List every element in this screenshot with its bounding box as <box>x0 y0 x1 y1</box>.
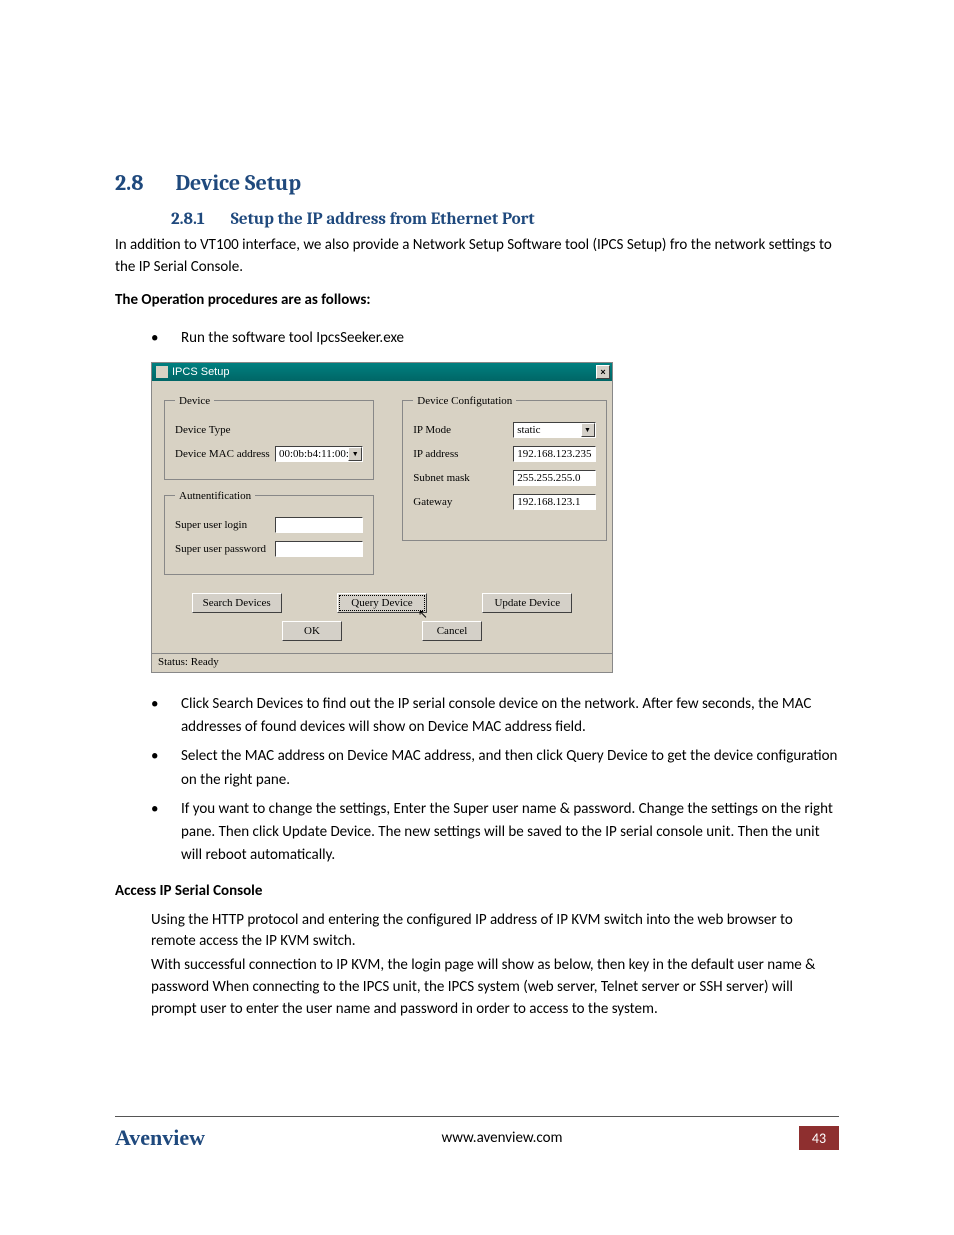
mac-address-combo[interactable]: 00:0b:b4:11:00:a1 ▼ <box>275 446 363 462</box>
super-pass-label: Super user password <box>175 543 275 555</box>
access-para-2: With successful connection to IP KVM, th… <box>151 955 839 1020</box>
chevron-down-icon[interactable]: ▼ <box>348 447 362 461</box>
update-device-button[interactable]: Update Device <box>482 593 572 613</box>
subnet-label: Subnet mask <box>413 472 513 484</box>
bullet-list-post: Click Search Devices to find out the IP … <box>151 693 839 868</box>
super-pass-input[interactable] <box>275 541 363 557</box>
ip-mode-combo[interactable]: static ▼ <box>513 422 595 438</box>
mac-value: 00:0b:b4:11:00:a1 <box>279 448 359 460</box>
cancel-button[interactable]: Cancel <box>422 621 482 641</box>
list-item: Select the MAC address on Device MAC add… <box>151 745 839 792</box>
super-login-label: Super user login <box>175 519 275 531</box>
heading-2-text: Device Setup <box>175 170 301 196</box>
status-bar: Status: Ready <box>152 653 612 672</box>
app-icon <box>156 366 168 378</box>
list-item: Run the software tool IpcsSeeker.exe <box>151 327 839 350</box>
page-number: 43 <box>799 1126 839 1150</box>
access-heading: Access IP Serial Console <box>115 882 839 900</box>
heading-3-number: 2.8.1 <box>171 210 205 229</box>
ip-mode-value: static <box>517 424 540 436</box>
super-login-input[interactable] <box>275 517 363 533</box>
chevron-down-icon[interactable]: ▼ <box>581 423 595 437</box>
ip-addr-input[interactable]: 192.168.123.235 <box>513 446 595 462</box>
auth-legend: Autnentification <box>175 490 255 502</box>
brand-logo: Avenview <box>115 1125 205 1151</box>
search-devices-button[interactable]: Search Devices <box>192 593 282 613</box>
heading-2-8-1: 2.8.1 Setup the IP address from Ethernet … <box>171 210 839 229</box>
heading-2-number: 2.8 <box>115 170 143 196</box>
device-type-label: Device Type <box>175 424 275 436</box>
footer-url: www.avenview.com <box>205 1129 799 1147</box>
titlebar: IPCS Setup × <box>152 363 612 381</box>
heading-3-text: Setup the IP address from Ethernet Port <box>231 210 535 229</box>
intro-paragraph: In addition to VT100 interface, we also … <box>115 235 839 279</box>
page-footer: Avenview www.avenview.com 43 <box>0 1116 954 1151</box>
access-para-1: Using the HTTP protocol and entering the… <box>151 910 839 954</box>
ipcs-setup-dialog: IPCS Setup × Device Device Type Device M… <box>151 362 613 673</box>
subnet-input[interactable]: 255.255.255.0 <box>513 470 595 486</box>
list-item: Click Search Devices to find out the IP … <box>151 693 839 740</box>
ok-button[interactable]: OK <box>282 621 342 641</box>
auth-group: Autnentification Super user login Super … <box>164 490 374 575</box>
gateway-label: Gateway <box>413 496 513 508</box>
procedures-label: The Operation procedures are as follows: <box>115 291 839 309</box>
close-icon[interactable]: × <box>596 365 610 379</box>
bullet-list-pre: Run the software tool IpcsSeeker.exe <box>151 327 839 350</box>
query-device-button[interactable]: Query Device ↖ <box>337 593 427 613</box>
heading-2-8: 2.8 Device Setup <box>115 170 839 196</box>
device-legend: Device <box>175 395 214 407</box>
titlebar-text: IPCS Setup <box>172 366 596 378</box>
gateway-input[interactable]: 192.168.123.1 <box>513 494 595 510</box>
device-group: Device Device Type Device MAC address 00… <box>164 395 374 480</box>
cursor-icon: ↖ <box>418 607 428 622</box>
ip-mode-label: IP Mode <box>413 424 513 436</box>
list-item: If you want to change the settings, Ente… <box>151 798 839 868</box>
config-legend: Device Configutation <box>413 395 516 407</box>
ip-addr-label: IP address <box>413 448 513 460</box>
config-group: Device Configutation IP Mode static ▼ IP… <box>402 395 606 541</box>
mac-label: Device MAC address <box>175 448 275 460</box>
